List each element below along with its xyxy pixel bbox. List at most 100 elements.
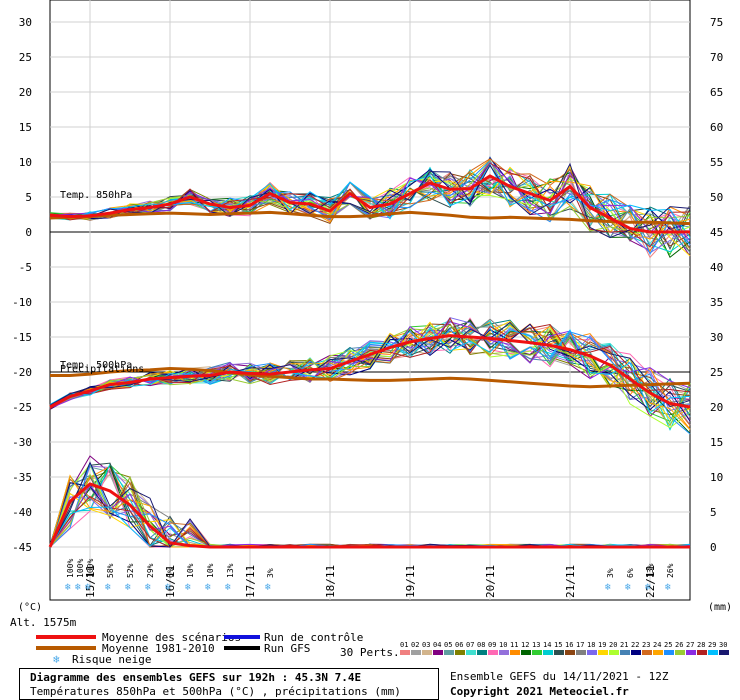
left-tick-label: 0 bbox=[25, 226, 32, 239]
pert-id-label: 11 bbox=[510, 641, 518, 649]
pert-color-swatch bbox=[455, 650, 465, 655]
snowflake-icon: ❄ bbox=[205, 582, 212, 593]
pert-id-label: 01 bbox=[400, 641, 408, 649]
footer-title-box: Diagramme des ensembles GEFS sur 192h : … bbox=[19, 668, 439, 700]
right-tick-label: 35 bbox=[710, 296, 723, 309]
day-tick-label: 18/11 bbox=[324, 565, 337, 598]
pert-id-label: 09 bbox=[488, 641, 496, 649]
pert-color-swatch bbox=[466, 650, 476, 655]
left-unit-label: (°C) bbox=[18, 602, 42, 613]
pert-id-label: 12 bbox=[521, 641, 529, 649]
left-tick-label: 30 bbox=[19, 16, 32, 29]
snowflake-icon: ❄ bbox=[645, 582, 652, 593]
pert-t850-line bbox=[49, 160, 691, 232]
x-axis-day-labels: 15/11 16/11 17/11 18/11 19/11 20/11 21/11 22/11 bbox=[84, 565, 657, 598]
pert-id-label: 23 bbox=[642, 641, 650, 649]
right-tick-label: 5 bbox=[710, 506, 717, 519]
altitude-label: Alt. 1575m bbox=[10, 616, 77, 629]
perturbation-legend: 01 02 03 04 05 06 07 08 09 10 11 12 13 14 15 16 17 18 19 20… bbox=[400, 641, 729, 655]
pert-color-swatch bbox=[499, 650, 509, 655]
footer-subtitle: Températures 850hPa et 500hPa (°C) , pré… bbox=[30, 685, 401, 698]
legend-gfs-label: Run GFS bbox=[264, 642, 310, 655]
snow-risk-pct: 13% bbox=[226, 563, 235, 578]
footer-title: Diagramme des ensembles GEFS sur 192h : … bbox=[30, 671, 362, 684]
pert-color-swatch bbox=[609, 650, 619, 655]
snow-risk-pct: 10% bbox=[206, 563, 215, 578]
right-unit-label: (mm) bbox=[708, 602, 732, 613]
pert-id-label: 13 bbox=[532, 641, 540, 649]
left-tick-label: 20 bbox=[19, 86, 32, 99]
copyright-label: Copyright 2021 Meteociel.fr bbox=[450, 685, 629, 698]
left-tick-label: -30 bbox=[12, 436, 32, 449]
pert-id-label: 04 bbox=[433, 641, 441, 649]
legend-clim-label: Moyenne 1981-2010 bbox=[102, 642, 215, 655]
day-tick-label: 16/11 bbox=[164, 565, 177, 598]
chart-grid bbox=[49, 0, 691, 601]
right-tick-label: 45 bbox=[710, 226, 723, 239]
right-tick-label: 40 bbox=[710, 261, 723, 274]
mean-t850-line bbox=[49, 174, 690, 234]
snowflake-icon: ❄ bbox=[165, 582, 172, 593]
t500-series-label: Temp. 500hPa bbox=[60, 360, 132, 371]
snowflake-icon: ❄ bbox=[625, 582, 632, 593]
day-tick-label: 21/11 bbox=[564, 565, 577, 598]
right-tick-label: 65 bbox=[710, 86, 723, 99]
snow-risk-pct: 100% bbox=[86, 559, 95, 578]
snow-risk-pct: 58% bbox=[106, 563, 115, 578]
snow-risk-pct: 3% bbox=[606, 568, 615, 578]
snow-risk-pct: 26% bbox=[666, 563, 675, 578]
snowflake-icon: ❄ bbox=[105, 582, 112, 593]
snow-risk-pct: 52% bbox=[126, 563, 135, 578]
snowflake-icon: ❄ bbox=[225, 582, 232, 593]
left-tick-label: -40 bbox=[12, 506, 32, 519]
pert-id-label: 29 bbox=[708, 641, 716, 649]
left-tick-label: 10 bbox=[19, 156, 32, 169]
snowflake-icon: ❄ bbox=[265, 582, 272, 593]
left-tick-label: -45 bbox=[12, 541, 32, 554]
pert-t500-line bbox=[49, 327, 691, 414]
pert-id-label: 14 bbox=[543, 641, 551, 649]
pert-color-swatch bbox=[719, 650, 729, 655]
pert-precip-line bbox=[49, 474, 691, 548]
snow-risk-row: ❄100%❄100%❄100%❄58%❄52%❄29%❄6%❄10%❄10%❄1… bbox=[65, 559, 675, 593]
pert-color-swatch bbox=[543, 650, 553, 655]
pert-color-swatch bbox=[686, 650, 696, 655]
legend: Moyenne des scénarios Moyenne 1981-2010 … bbox=[36, 631, 729, 666]
pert-t850-line bbox=[49, 162, 691, 248]
right-tick-label: 60 bbox=[710, 121, 723, 134]
pert-id-label: 26 bbox=[675, 641, 683, 649]
pert-id-label: 03 bbox=[422, 641, 430, 649]
right-tick-label: 55 bbox=[710, 156, 723, 169]
mean-lines bbox=[48, 174, 691, 549]
perturbations-label: 30 Perts. bbox=[340, 646, 400, 659]
pert-color-swatch bbox=[411, 650, 421, 655]
pert-id-label: 16 bbox=[565, 641, 573, 649]
pert-color-swatch bbox=[444, 650, 454, 655]
pert-id-label: 22 bbox=[631, 641, 639, 649]
pert-t500-line bbox=[49, 329, 691, 418]
snowflake-icon: ❄ bbox=[53, 653, 60, 666]
pert-id-label: 25 bbox=[664, 641, 672, 649]
snowflake-icon: ❄ bbox=[605, 582, 612, 593]
pert-color-swatch bbox=[708, 650, 718, 655]
legend-control-label: Run de contrôle bbox=[264, 631, 363, 644]
pert-id-label: 19 bbox=[598, 641, 606, 649]
pert-color-swatch bbox=[675, 650, 685, 655]
pert-color-swatch bbox=[477, 650, 487, 655]
pert-color-swatch bbox=[576, 650, 586, 655]
pert-color-swatch bbox=[631, 650, 641, 655]
day-tick-label: 22/11 bbox=[644, 565, 657, 598]
pert-id-label: 05 bbox=[444, 641, 452, 649]
right-tick-label: 50 bbox=[710, 191, 723, 204]
day-tick-label: 19/11 bbox=[404, 565, 417, 598]
pert-id-label: 02 bbox=[411, 641, 419, 649]
precip-series-label: Precipitations bbox=[60, 364, 144, 375]
left-tick-label: 25 bbox=[19, 51, 32, 64]
day-tick-label: 17/11 bbox=[244, 565, 257, 598]
snowflake-icon: ❄ bbox=[185, 582, 192, 593]
pert-t500-line bbox=[49, 324, 691, 430]
legend-snow-label: Risque neige bbox=[72, 653, 151, 666]
pert-id-label: 17 bbox=[576, 641, 584, 649]
